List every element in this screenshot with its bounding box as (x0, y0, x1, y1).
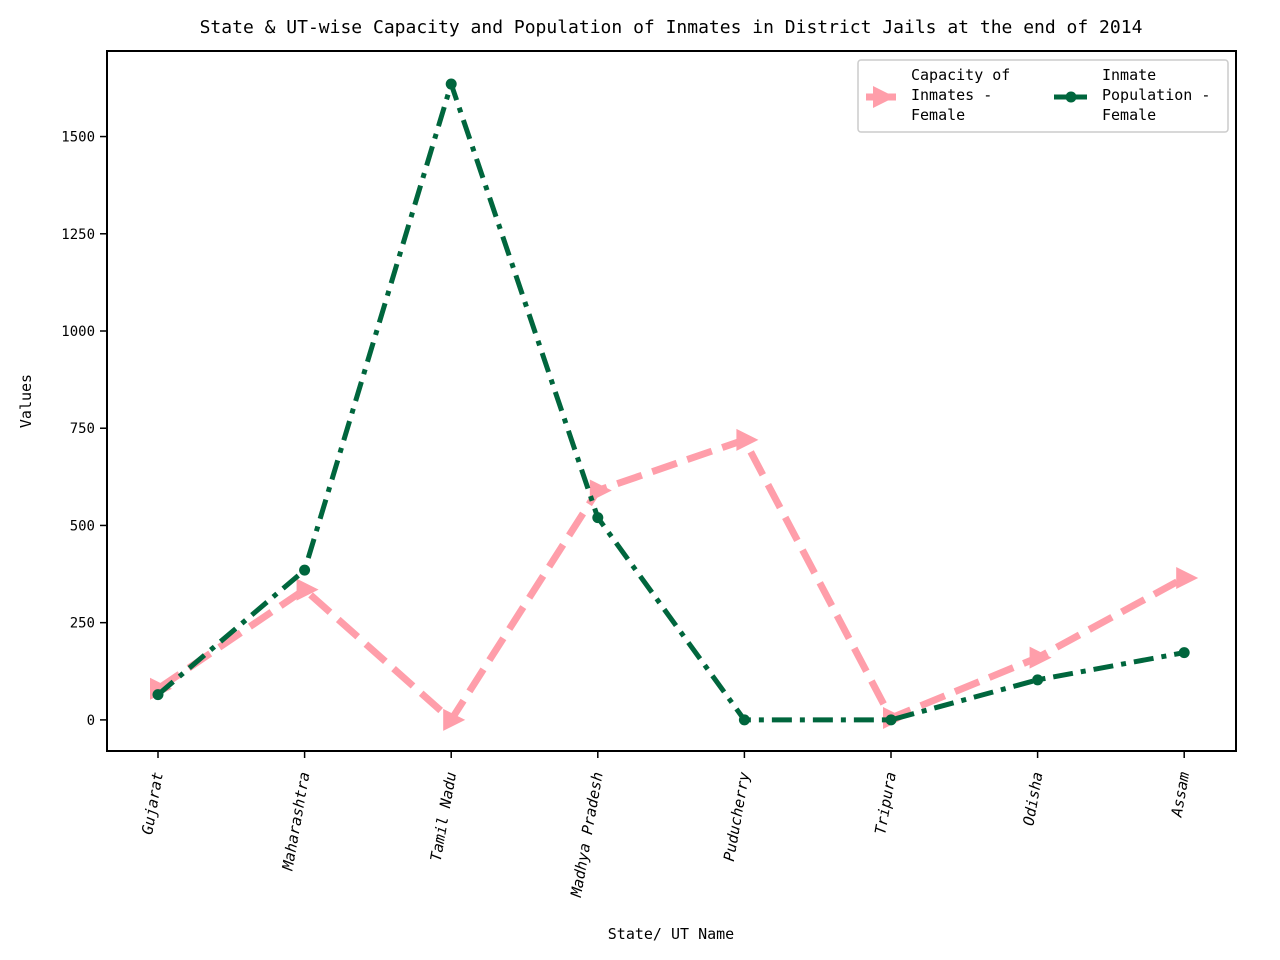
y-tick-label: 1000 (61, 324, 95, 340)
x-tick-label: Maharashtra (278, 771, 313, 873)
legend-capacity-label: Inmates - (911, 86, 992, 104)
legend-population-label: Female (1102, 106, 1156, 124)
legend-capacity-label: Female (911, 106, 965, 124)
capacity-point-marker (296, 578, 319, 601)
x-tick-label: Gujarat (138, 771, 167, 836)
legend-population-marker (1065, 91, 1077, 103)
capacity-point-marker (1029, 646, 1052, 669)
population-point-marker (152, 689, 164, 701)
capacity-point-marker (443, 708, 466, 731)
capacity-point-marker (736, 428, 759, 451)
population-series-line (156, 81, 1185, 723)
x-tick-label: Assam (1167, 771, 1193, 820)
legend-population-label: Inmate (1102, 66, 1156, 84)
series-layer (150, 78, 1199, 731)
y-tick-label: 1500 (61, 130, 95, 146)
legend: Capacity of Inmates - Female Inmate Populati… (857, 59, 1229, 133)
capacity-point-marker (589, 479, 612, 502)
population-point-marker (885, 714, 897, 726)
x-tick-label: Tripura (871, 771, 900, 836)
population-point-marker (738, 714, 750, 726)
population-point-marker (1178, 647, 1190, 659)
capacity-series-line (156, 436, 1186, 724)
x-tick-label: Odisha (1019, 771, 1046, 827)
legend-capacity-marker (873, 86, 895, 108)
population-point-marker (299, 564, 311, 576)
legend-population-label: Population - (1102, 86, 1210, 104)
y-tick-label: 250 (70, 616, 95, 632)
chart-title: State & UT-wise Capacity and Population … (200, 17, 1143, 38)
population-point-marker (1032, 674, 1044, 686)
y-tick-label: 1250 (61, 227, 95, 243)
x-tick-label: Tamil Nadu (427, 771, 460, 863)
x-tick-label: Puducherry (720, 771, 753, 863)
y-tick-label: 0 (87, 713, 95, 729)
population-point-marker (592, 512, 604, 524)
x-tick-label: Madhya Pradesh (567, 771, 607, 900)
legend-capacity-label: Capacity of (911, 66, 1010, 84)
y-axis: 0 250 500 750 1000 1250 1500 (61, 130, 107, 729)
population-point-marker (445, 78, 457, 90)
capacity-point-marker (1176, 566, 1199, 589)
x-axis: Gujarat Maharashtra Tamil Nadu Madhya Prade… (138, 751, 1193, 899)
y-axis-label: Values (17, 374, 35, 428)
y-tick-label: 500 (70, 518, 95, 534)
y-tick-label: 750 (70, 421, 95, 437)
x-axis-label: State/ UT Name (608, 925, 734, 943)
legend-box (857, 59, 1229, 133)
plot-area-frame (106, 50, 1237, 752)
